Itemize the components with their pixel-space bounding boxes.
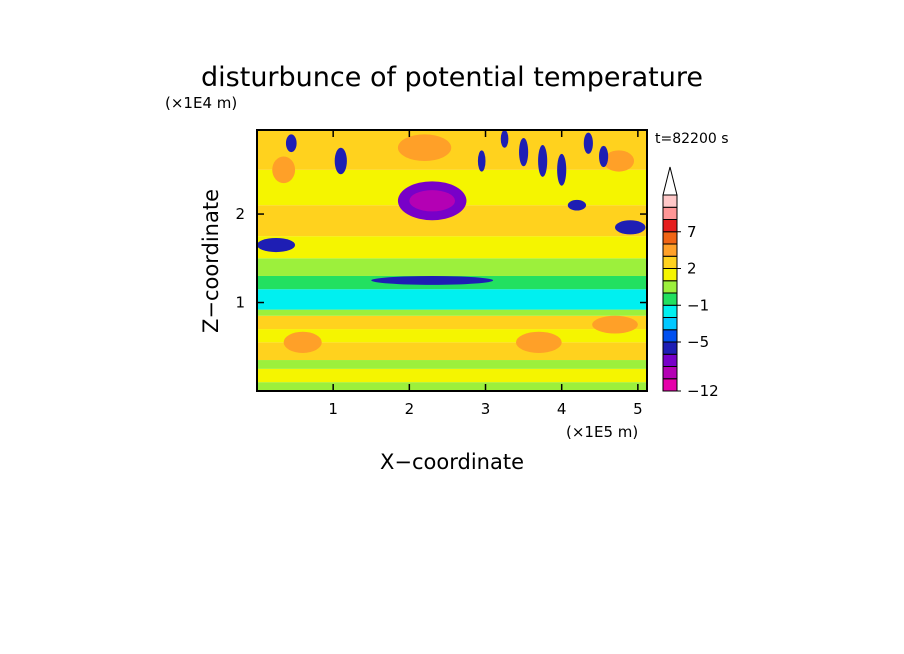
colorbar-swatch [662, 341, 678, 355]
colorbar-label: 2 [687, 260, 697, 278]
colorbar-swatch [662, 292, 678, 306]
y-axis: 12 [235, 205, 647, 312]
chart-title: disturbunce of potential temperature [201, 62, 703, 93]
field-band [257, 258, 647, 276]
field-blob [283, 331, 322, 353]
field-blob [397, 134, 452, 161]
colorbar-swatch [662, 243, 678, 257]
colorbar-swatch [662, 353, 678, 367]
x-axis-label: X−coordinate [380, 450, 524, 474]
field-band [257, 289, 647, 310]
field-blob [285, 134, 297, 153]
field-blob [500, 130, 509, 148]
colorbar-swatch [662, 304, 678, 318]
x-tick-label: 1 [328, 400, 338, 418]
field-blob [603, 150, 635, 172]
field-blob [599, 145, 609, 168]
field-blob [409, 190, 456, 212]
field-blob [538, 145, 548, 177]
field-blob [557, 153, 567, 186]
x-tick-label: 3 [481, 400, 491, 418]
time-label: t=82200 s [655, 131, 729, 147]
field-band [257, 236, 647, 259]
colorbar-label: −1 [687, 296, 709, 314]
plot-area [257, 130, 647, 391]
colorbar-swatch [662, 206, 678, 220]
colorbar-label: −5 [687, 333, 709, 351]
field-band [257, 309, 647, 316]
x-tick-label: 2 [405, 400, 415, 418]
field-blob [519, 137, 529, 167]
colorbar-swatch [662, 317, 678, 331]
field-blob [272, 156, 296, 184]
field-blob [592, 315, 638, 334]
y-tick-label: 2 [235, 205, 245, 223]
field-blob [334, 147, 347, 175]
colorbar-swatch [662, 280, 678, 294]
field-blob [257, 237, 296, 253]
plot-frame [256, 129, 648, 392]
x-unit-label: (×1E5 m) [566, 423, 638, 441]
colorbar: −12−5−127 [662, 166, 719, 400]
colorbar-swatch [662, 329, 678, 343]
x-tick-label: 4 [557, 400, 567, 418]
field-blob [515, 331, 562, 353]
field-band [257, 382, 647, 391]
field-blob [615, 220, 646, 235]
colorbar-label: −12 [687, 382, 719, 400]
colorbar-swatch [662, 268, 678, 282]
colorbar-label: 7 [687, 223, 697, 241]
field-band [257, 315, 647, 330]
field-blob [477, 150, 486, 172]
y-unit-label: (×1E4 m) [165, 94, 237, 112]
x-tick-label: 5 [633, 400, 643, 418]
colorbar-swatch [662, 378, 678, 392]
field-band [257, 130, 647, 170]
field-band [257, 360, 647, 369]
field-band [257, 368, 647, 383]
colorbar-swatch [662, 366, 678, 380]
x-axis: 1 2 3 4 5 [328, 130, 643, 418]
colorbar-swatch [662, 255, 678, 269]
colorbar-extend-arrow [662, 166, 678, 196]
colorbar-swatch [662, 219, 678, 233]
y-axis-label: Z−coordinate [199, 189, 223, 333]
field-blob [567, 199, 587, 211]
y-tick-label: 1 [235, 294, 245, 312]
field-blob [371, 275, 494, 285]
field-blob [583, 132, 593, 154]
colorbar-swatch [662, 231, 678, 245]
colorbar-swatch [662, 194, 678, 208]
